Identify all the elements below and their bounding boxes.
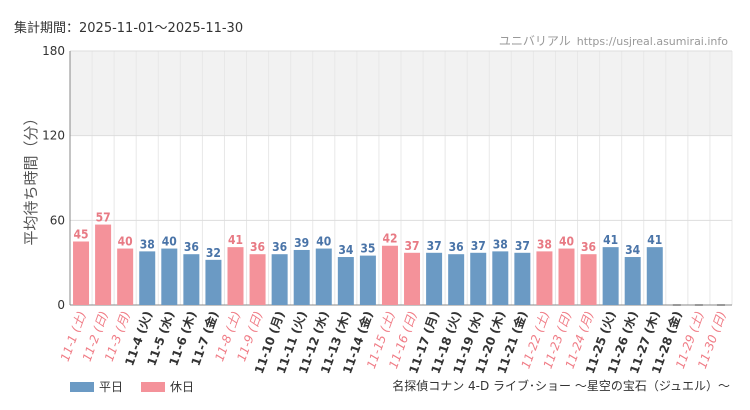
bar [205,259,222,305]
legend: 平日 休日 [70,378,194,395]
bar [315,248,332,305]
data-label: 40 [559,235,574,249]
data-label: 42 [382,232,397,246]
data-label: 57 [96,211,111,225]
data-label: 34 [338,243,354,257]
bar [359,255,376,305]
bar [448,254,465,305]
bar [227,247,244,305]
bar [514,252,531,305]
period-label: 集計期間：2025-11-01～2025-11-30 [14,21,244,36]
y-tick-label: 120 [42,129,65,143]
data-label: 40 [316,235,331,249]
y-tick-label: 180 [42,44,65,58]
bar [470,252,487,305]
legend-label-holiday: 休日 [170,380,195,394]
bar [183,254,200,305]
bar [536,251,553,305]
bar [624,257,641,305]
legend-label-weekday: 平日 [99,380,124,394]
data-label: 38 [537,237,552,251]
legend-swatch-weekday [70,381,94,392]
bar [602,247,619,305]
bar [404,252,421,305]
bar [293,249,310,305]
bar [381,245,398,305]
y-tick-label: 60 [50,213,65,227]
legend-item-holiday: 休日 [141,378,194,395]
data-label: 34 [625,243,641,257]
data-label: 41 [603,233,618,247]
data-label: 38 [140,237,155,251]
data-label: 36 [581,240,596,254]
data-label: 36 [184,240,199,254]
data-label: 36 [449,240,464,254]
data-label: 36 [272,240,287,254]
data-label: 37 [515,239,530,253]
data-label: 45 [74,228,89,242]
bar [646,247,663,305]
legend-item-weekday: 平日 [70,378,123,395]
bar [249,254,266,305]
data-label: 32 [206,246,221,260]
bar [139,251,156,305]
site-credit: ユニバリアル https://usjreal.asumirai.info [499,32,728,49]
data-label: 41 [647,233,662,247]
data-label: 37 [405,239,420,253]
y-tick-label: 0 [57,298,65,312]
site-url: https://usjreal.asumirai.info [576,35,728,48]
bar [95,224,112,305]
bar [337,257,354,305]
legend-swatch-holiday [141,381,166,392]
data-label: 38 [493,237,508,251]
data-label: 40 [118,235,133,249]
data-label: 37 [471,239,486,253]
bar [271,254,288,305]
data-label: 35 [360,242,375,256]
data-label: 40 [162,235,177,249]
site-name: ユニバリアル [498,34,571,48]
data-label: 37 [427,239,442,253]
y-axis-title: 平均待ち時間（分） [22,110,40,245]
data-label: 41 [228,233,243,247]
data-label: 39 [294,236,309,250]
bar [73,241,90,305]
bar [580,254,597,305]
attraction-name: 名探偵コナン 4-D ライブ･ショー ～星空の宝石（ジュエル）～ [392,379,730,393]
data-label: 36 [250,240,265,254]
bar [426,252,443,305]
bar [161,248,178,305]
bar [492,251,509,305]
bar [117,248,134,305]
bar [558,248,575,305]
